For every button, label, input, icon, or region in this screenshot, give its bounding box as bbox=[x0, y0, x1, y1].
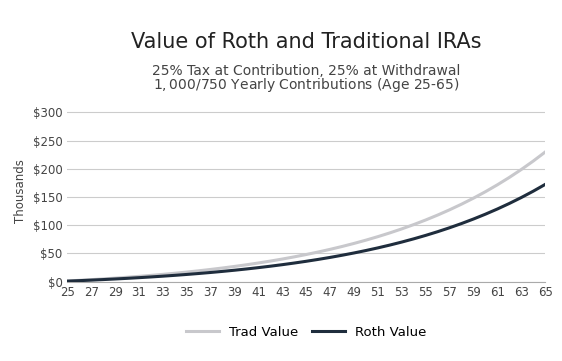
Roth Value bbox=[398, 240, 405, 244]
Roth Value bbox=[64, 279, 71, 283]
Roth Value bbox=[219, 269, 226, 274]
Roth Value bbox=[470, 217, 477, 221]
Text: $1,000/$750 Yearly Contributions (Age 25-65): $1,000/$750 Yearly Contributions (Age 25… bbox=[153, 76, 460, 94]
Roth Value bbox=[112, 277, 119, 281]
Title: Value of Roth and Traditional IRAs: Value of Roth and Traditional IRAs bbox=[131, 32, 482, 52]
Roth Value bbox=[387, 243, 393, 247]
Roth Value bbox=[207, 270, 214, 275]
Roth Value bbox=[243, 267, 250, 271]
Roth Value bbox=[136, 275, 143, 280]
Trad Value bbox=[160, 272, 166, 277]
Trad Value bbox=[76, 278, 83, 283]
Roth Value bbox=[458, 221, 465, 226]
Line: Trad Value: Trad Value bbox=[67, 152, 545, 281]
Trad Value bbox=[374, 234, 381, 239]
Trad Value bbox=[423, 218, 429, 222]
Roth Value bbox=[434, 230, 441, 234]
Roth Value bbox=[315, 257, 321, 262]
Line: Roth Value: Roth Value bbox=[67, 184, 545, 281]
Roth Value bbox=[506, 201, 513, 206]
Roth Value bbox=[100, 277, 107, 282]
Roth Value bbox=[196, 271, 202, 276]
Roth Value bbox=[482, 212, 489, 216]
Trad Value bbox=[219, 266, 226, 270]
Trad Value bbox=[387, 231, 393, 235]
Roth Value bbox=[291, 261, 298, 265]
Roth Value bbox=[339, 253, 346, 257]
Trad Value bbox=[243, 262, 250, 267]
Trad Value bbox=[506, 175, 513, 179]
Roth Value bbox=[410, 237, 417, 241]
Trad Value bbox=[410, 222, 417, 227]
Trad Value bbox=[530, 159, 537, 163]
Trad Value bbox=[303, 252, 310, 257]
Trad Value bbox=[327, 247, 334, 252]
Trad Value bbox=[196, 269, 202, 273]
Roth Value bbox=[351, 251, 357, 255]
Trad Value bbox=[183, 270, 190, 274]
Trad Value bbox=[482, 190, 489, 194]
Trad Value bbox=[255, 261, 262, 265]
Trad Value bbox=[446, 208, 453, 212]
Trad Value bbox=[136, 274, 143, 279]
Y-axis label: Thousands: Thousands bbox=[14, 160, 28, 223]
Roth Value bbox=[303, 259, 310, 264]
Roth Value bbox=[88, 278, 95, 282]
Trad Value bbox=[315, 250, 321, 254]
Roth Value bbox=[542, 182, 549, 187]
Roth Value bbox=[446, 226, 453, 230]
Trad Value bbox=[362, 238, 369, 242]
Roth Value bbox=[76, 278, 83, 283]
Trad Value bbox=[112, 276, 119, 280]
Trad Value bbox=[171, 271, 178, 275]
Roth Value bbox=[148, 275, 155, 279]
Trad Value bbox=[88, 278, 95, 282]
Trad Value bbox=[291, 255, 298, 259]
Trad Value bbox=[279, 257, 286, 261]
Roth Value bbox=[279, 262, 286, 267]
Trad Value bbox=[339, 244, 346, 249]
Trad Value bbox=[64, 279, 71, 283]
Roth Value bbox=[124, 276, 130, 280]
Roth Value bbox=[160, 274, 166, 278]
Roth Value bbox=[423, 233, 429, 238]
Trad Value bbox=[124, 275, 130, 279]
Trad Value bbox=[207, 267, 214, 271]
Trad Value bbox=[398, 227, 405, 231]
Roth Value bbox=[530, 189, 537, 193]
Trad Value bbox=[434, 213, 441, 217]
Trad Value bbox=[351, 241, 357, 245]
Roth Value bbox=[362, 248, 369, 253]
Trad Value bbox=[470, 196, 477, 200]
Roth Value bbox=[494, 207, 501, 211]
Trad Value bbox=[267, 259, 274, 263]
Roth Value bbox=[327, 255, 334, 260]
Trad Value bbox=[232, 264, 238, 269]
Text: 25% Tax at Contribution, 25% at Withdrawal: 25% Tax at Contribution, 25% at Withdraw… bbox=[152, 64, 460, 78]
Roth Value bbox=[232, 268, 238, 272]
Roth Value bbox=[374, 246, 381, 250]
Legend: Trad Value, Roth Value: Trad Value, Roth Value bbox=[180, 321, 432, 345]
Trad Value bbox=[458, 202, 465, 206]
Roth Value bbox=[171, 273, 178, 278]
Trad Value bbox=[148, 273, 155, 278]
Trad Value bbox=[518, 168, 525, 172]
Roth Value bbox=[183, 272, 190, 277]
Trad Value bbox=[494, 183, 501, 187]
Roth Value bbox=[267, 264, 274, 268]
Roth Value bbox=[255, 265, 262, 270]
Roth Value bbox=[518, 195, 525, 200]
Trad Value bbox=[100, 277, 107, 281]
Trad Value bbox=[542, 150, 549, 154]
